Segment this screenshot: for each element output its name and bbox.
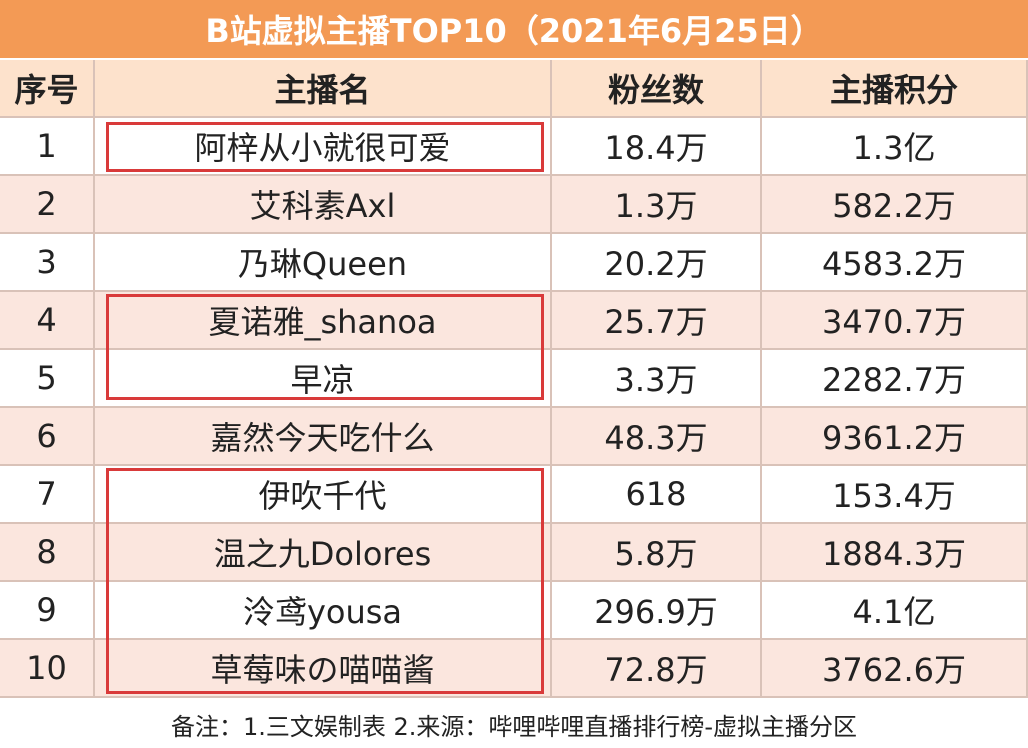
table-cell: 1884.3万 [762, 524, 1028, 582]
column-header: 序号 [0, 60, 95, 118]
table-cell: 4 [0, 292, 95, 350]
table-cell: 6 [0, 408, 95, 466]
table-cell: 4.1亿 [762, 582, 1028, 640]
table-cell: 艾科素Axl [95, 176, 552, 234]
column-header: 主播名 [95, 60, 552, 118]
table-cell: 泠鸢yousa [95, 582, 552, 640]
table-cell: 8 [0, 524, 95, 582]
table-cell: 153.4万 [762, 466, 1028, 524]
table-cell: 阿梓从小就很可爱 [95, 118, 552, 176]
footer-note: 备注：1.三文娱制表 2.来源：哔哩哔哩直播排行榜-虚拟主播分区 [170, 712, 858, 741]
table-cell: 1 [0, 118, 95, 176]
table-cell: 草莓味の喵喵酱 [95, 640, 552, 698]
table-cell: 嘉然今天吃什么 [95, 408, 552, 466]
table-cell: 5 [0, 350, 95, 408]
table-cell: 4583.2万 [762, 234, 1028, 292]
table-cell: 伊吹千代 [95, 466, 552, 524]
table-cell: 3762.6万 [762, 640, 1028, 698]
table-cell: 48.3万 [552, 408, 762, 466]
table-cell: 3.3万 [552, 350, 762, 408]
column-header: 主播积分 [762, 60, 1028, 118]
table-cell: 72.8万 [552, 640, 762, 698]
table-cell: 582.2万 [762, 176, 1028, 234]
table-cell: 温之九Dolores [95, 524, 552, 582]
highlight-box [106, 468, 544, 694]
table-cell: 618 [552, 466, 762, 524]
title: B站虚拟主播TOP10（2021年6月25日） [0, 0, 1028, 58]
table-cell: 7 [0, 466, 95, 524]
table-cell: 3470.7万 [762, 292, 1028, 350]
table-cell: 1.3亿 [762, 118, 1028, 176]
table-cell: 乃琳Queen [95, 234, 552, 292]
table-cell: 9 [0, 582, 95, 640]
highlight-box [106, 122, 544, 172]
table-cell: 1.3万 [552, 176, 762, 234]
table-cell: 早凉 [95, 350, 552, 408]
table-cell: 20.2万 [552, 234, 762, 292]
table-cell: 18.4万 [552, 118, 762, 176]
table-cell: 3 [0, 234, 95, 292]
table-cell: 夏诺雅_shanoa [95, 292, 552, 350]
table-cell: 5.8万 [552, 524, 762, 582]
highlight-box [106, 294, 544, 400]
column-header: 粉丝数 [552, 60, 762, 118]
table-cell: 10 [0, 640, 95, 698]
table-cell: 25.7万 [552, 292, 762, 350]
table-cell: 2282.7万 [762, 350, 1028, 408]
table-cell: 2 [0, 176, 95, 234]
table-cell: 9361.2万 [762, 408, 1028, 466]
table-cell: 296.9万 [552, 582, 762, 640]
